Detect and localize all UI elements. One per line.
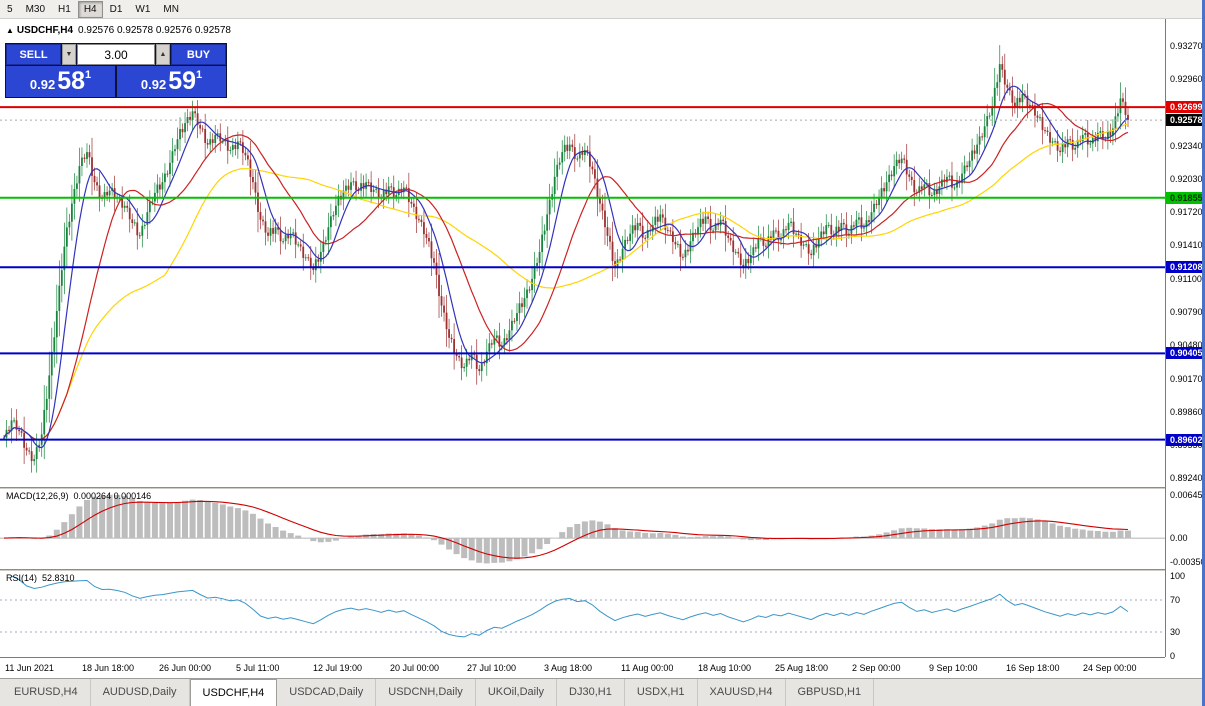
price-axis[interactable]: 0.93270 0.92960 0.92340 0.92030 0.91720 0.914… (1165, 19, 1205, 661)
timeframe-button-mn[interactable]: MN (157, 1, 185, 18)
time-axis-label: 24 Sep 00:00 (1083, 663, 1137, 673)
chart-tab-usdx[interactable]: USDX,H1 (625, 679, 698, 706)
price-tick-label: 0.92340 (1170, 141, 1203, 151)
price-line-badge: 0.92699 (1166, 101, 1205, 113)
buy-price-prefix: 0.92 (140, 77, 167, 92)
trade-controls-row: SELL ▼ ▲ BUY (6, 44, 226, 65)
volume-input[interactable] (77, 44, 155, 65)
time-axis-label: 11 Aug 00:00 (621, 663, 674, 673)
chart-ohlc-title: ▲ USDCHF,H4 0.92576 0.92578 0.92576 0.9257… (6, 25, 231, 36)
price-line-badge: 0.89602 (1166, 434, 1205, 446)
rsi-axis-label: 30 (1170, 627, 1181, 637)
price-tick-label: 0.91720 (1170, 207, 1203, 217)
price-tick-label: 0.90790 (1170, 307, 1203, 317)
panel-separator[interactable] (0, 569, 1165, 571)
rsi-panel-canvas (0, 571, 1165, 657)
chart-tab-xauusd[interactable]: XAUUSD,H4 (698, 679, 786, 706)
timeframe-button-w1[interactable]: W1 (129, 1, 156, 18)
price-line-badge: 0.90405 (1166, 347, 1205, 359)
time-axis-label: 12 Jul 19:00 (313, 663, 363, 673)
timeframe-button-5[interactable]: 5 (1, 1, 19, 18)
macd-axis-label: -0.00350 (1170, 557, 1205, 567)
price-tick-label: 0.92960 (1170, 74, 1203, 84)
macd-panel-canvas (0, 489, 1165, 569)
chart-tab-eurusd[interactable]: EURUSD,H4 (2, 679, 91, 706)
time-axis-label: 20 Jul 00:00 (390, 663, 440, 673)
trade-prices-row: 0.92 58 1 0.92 59 1 (6, 66, 226, 97)
price-tick-label: 0.91100 (1170, 274, 1202, 284)
sell-price-pip-sup: 1 (85, 69, 92, 81)
rsi-value: 52.8310 (42, 573, 75, 583)
price-tick-label: 0.91410 (1170, 240, 1203, 250)
chart-tab-gbpusd[interactable]: GBPUSD,H1 (786, 679, 875, 706)
buy-price-display[interactable]: 0.92 59 1 (117, 66, 226, 97)
panel-collapse-arrow-icon[interactable]: ▲ (6, 26, 14, 35)
timeframe-button-h4[interactable]: H4 (77, 0, 103, 18)
price-tick-label: 0.90170 (1170, 374, 1203, 384)
time-axis-label: 26 Jun 00:00 (159, 663, 212, 673)
volume-decrease-button[interactable]: ▼ (62, 44, 76, 65)
time-axis-label: 27 Jul 10:00 (467, 663, 517, 673)
macd-name: MACD(12,26,9) (6, 491, 69, 501)
timeframe-button-d1[interactable]: D1 (104, 1, 129, 18)
time-axis-label: 5 Jul 11:00 (236, 663, 280, 673)
price-tick-label: 0.89860 (1170, 407, 1203, 417)
buy-price-pip-sup: 1 (196, 69, 203, 81)
time-axis-label: 18 Jun 18:00 (82, 663, 135, 673)
rsi-axis-label: 0 (1170, 651, 1176, 661)
chart-tab-ukoil[interactable]: UKOil,Daily (476, 679, 558, 706)
time-axis-label: 9 Sep 10:00 (929, 663, 978, 673)
chart-ohlc-values: 0.92576 0.92578 0.92576 0.92578 (78, 25, 231, 36)
chart-tab-dj30[interactable]: DJ30,H1 (557, 679, 625, 706)
timeframe-button-h1[interactable]: H1 (52, 1, 77, 18)
rsi-indicator-label: RSI(14) 52.8310 (6, 573, 75, 583)
buy-button[interactable]: BUY (171, 44, 226, 65)
price-tick-label: 0.93270 (1170, 41, 1203, 51)
buy-price-big-digits: 59 (168, 67, 196, 95)
macd-axis-label: 0.00645 (1170, 490, 1203, 500)
time-axis[interactable]: 11 Jun 2021 18 Jun 18:00 26 Jun 00:00 5 Jul… (0, 657, 1165, 678)
price-line-badge: 0.91855 (1166, 192, 1205, 204)
price-line-badge: 0.92578 (1166, 114, 1205, 126)
chart-tab-usdcnh[interactable]: USDCNH,Daily (376, 679, 476, 706)
chart-tab-usdcad[interactable]: USDCAD,Daily (277, 679, 377, 706)
rsi-name: RSI(14) (6, 573, 38, 583)
sell-price-big-digits: 58 (57, 67, 85, 95)
macd-indicator-label: MACD(12,26,9) 0.000264 0.000146 (6, 491, 151, 501)
price-tick-label: 0.89240 (1170, 473, 1203, 483)
time-axis-label: 16 Sep 18:00 (1006, 663, 1060, 673)
sell-price-prefix: 0.92 (29, 77, 56, 92)
panel-separator[interactable] (0, 487, 1165, 489)
window-right-border (1202, 0, 1205, 706)
time-axis-label: 11 Jun 2021 (5, 663, 54, 673)
rsi-axis-label: 100 (1170, 571, 1186, 581)
price-line-badge: 0.91208 (1166, 261, 1205, 273)
sell-price-display[interactable]: 0.92 58 1 (6, 66, 115, 97)
chart-tabbar: EURUSD,H4 AUDUSD,Daily USDCHF,H4 USDCAD,Dai… (0, 678, 1205, 706)
rsi-axis-label: 70 (1170, 595, 1181, 605)
macd-values: 0.000264 0.000146 (73, 491, 152, 501)
price-tick-label: 0.92030 (1170, 174, 1203, 184)
price-tick-label: 0.90480 (1170, 340, 1203, 350)
chart-symbol-label: USDCHF,H4 (16, 25, 74, 36)
timeframe-button-m30[interactable]: M30 (20, 1, 51, 18)
time-axis-label: 3 Aug 18:00 (544, 663, 593, 673)
sell-button[interactable]: SELL (6, 44, 61, 65)
timeframe-toolbar: 5 M30 H1 H4 D1 W1 MN (0, 0, 1205, 19)
time-axis-label: 2 Sep 00:00 (852, 663, 901, 673)
chart-tab-audusd[interactable]: AUDUSD,Daily (91, 679, 190, 706)
time-axis-label: 18 Aug 10:00 (698, 663, 752, 673)
time-axis-label: 25 Aug 18:00 (775, 663, 829, 673)
chart-tab-usdchf[interactable]: USDCHF,H4 (189, 679, 278, 706)
volume-increase-button[interactable]: ▲ (156, 44, 170, 65)
macd-axis-label: 0.00 (1170, 533, 1188, 543)
